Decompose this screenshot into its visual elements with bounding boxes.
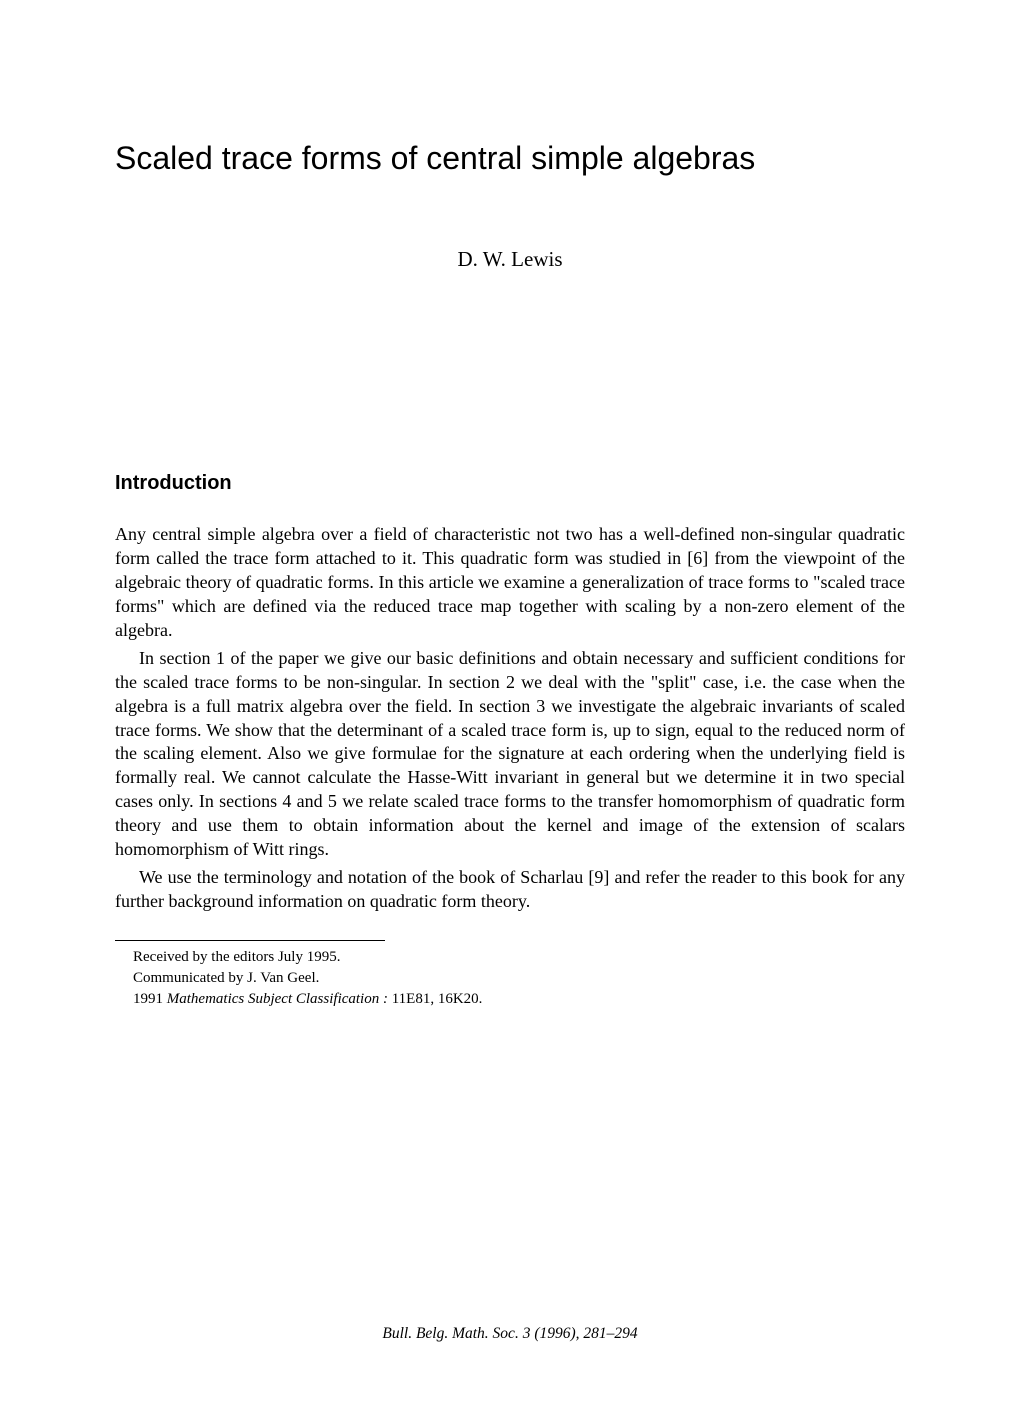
footnote-divider xyxy=(115,940,385,941)
body-paragraph: In section 1 of the paper we give our ba… xyxy=(115,647,905,862)
footnote-received: Received by the editors July 1995. xyxy=(115,947,905,968)
footnote-msc: 1991 Mathematics Subject Classification … xyxy=(115,989,905,1010)
section-heading-introduction: Introduction xyxy=(115,472,905,495)
footnote-msc-year: 1991 xyxy=(133,991,167,1007)
paper-title: Scaled trace forms of central simple alg… xyxy=(115,140,905,177)
body-paragraph: Any central simple algebra over a field … xyxy=(115,523,905,643)
journal-footer: Bull. Belg. Math. Soc. 3 (1996), 281–294 xyxy=(0,1325,1020,1343)
footnote-communicated: Communicated by J. Van Geel. xyxy=(115,968,905,989)
footnote-msc-label: Mathematics Subject Classification : xyxy=(167,991,392,1007)
body-paragraph: We use the terminology and notation of t… xyxy=(115,866,905,914)
author-name: D. W. Lewis xyxy=(115,247,905,272)
footnote-msc-codes: 11E81, 16K20. xyxy=(392,991,483,1007)
